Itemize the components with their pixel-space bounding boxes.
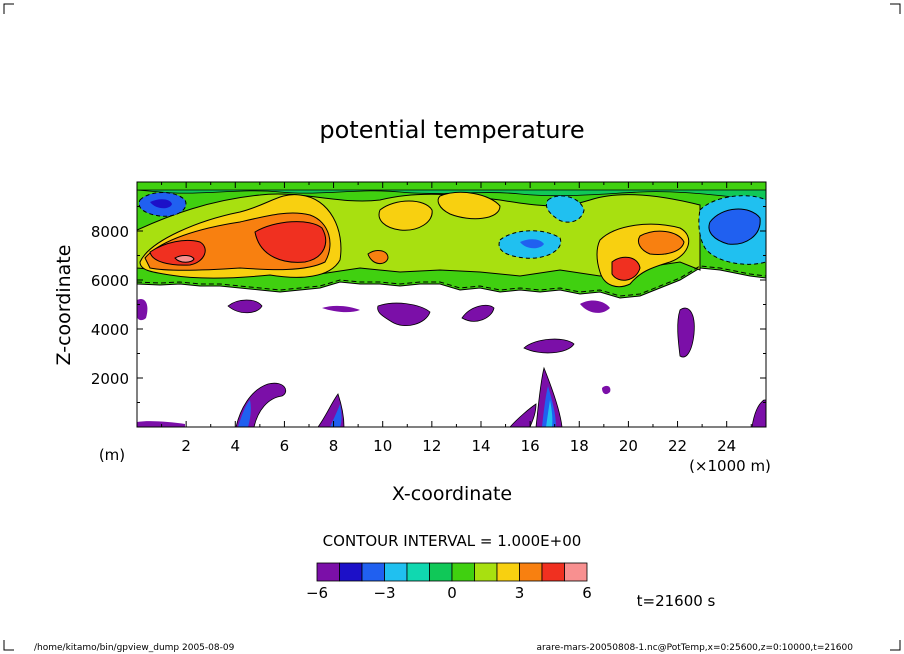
x-axis: 2 4 6 8 10 12 14 16 18 20 22 24 xyxy=(161,182,752,455)
x-tick-label: 4 xyxy=(231,437,241,455)
colorbar-swatch xyxy=(429,562,453,582)
x-unit-label: (×1000 m) xyxy=(689,457,771,475)
colorbar-swatch xyxy=(564,562,588,582)
colorbar-swatch xyxy=(496,562,520,582)
x-tick-label: 10 xyxy=(373,437,392,455)
field-max-left xyxy=(174,255,195,263)
field-surface-cold xyxy=(137,421,185,427)
field-cold-blob xyxy=(602,385,611,395)
time-label: t=21600 s xyxy=(637,592,716,610)
colorbar-tick-label: 0 xyxy=(447,584,457,602)
plot-area xyxy=(137,182,766,427)
field-surface-plume-core xyxy=(330,404,342,427)
field-warm-spot-12 xyxy=(378,200,433,231)
footer-left: /home/kitamo/bin/gpview_dump 2005-08-09 xyxy=(34,643,235,653)
field-hot-spot-20 xyxy=(611,256,641,281)
x-tick-label: 2 xyxy=(181,437,191,455)
field-cold-core-left xyxy=(150,199,172,209)
y-tick-label: 2000 xyxy=(91,370,129,388)
contour-interval-label: CONTOUR INTERVAL = 1.000E+00 xyxy=(323,532,582,550)
field-warm-spot-10 xyxy=(367,250,389,264)
contour-inversion xyxy=(137,265,766,297)
colorbar-swatch xyxy=(541,562,565,582)
field-hot-spot-mid xyxy=(254,221,327,263)
field-surface-plume-core xyxy=(546,400,553,427)
field-warm-spot-13 xyxy=(437,191,501,220)
field-cold-core-right xyxy=(708,208,761,245)
x-tick-label: 6 xyxy=(280,437,290,455)
colorbar-tick-label: −6 xyxy=(306,584,328,602)
field-cold-blob xyxy=(137,298,148,321)
colorbar-swatch xyxy=(519,562,543,582)
colorbar xyxy=(316,562,588,582)
y-axis: 2000 4000 6000 8000 xyxy=(91,206,766,403)
colorbar-swatch xyxy=(316,562,340,582)
x-tick-label: 14 xyxy=(471,437,490,455)
field-warm-core-22 xyxy=(637,230,685,255)
x-tick-label: 18 xyxy=(570,437,589,455)
colorbar-swatch xyxy=(474,562,498,582)
colorbar-swatch xyxy=(406,562,430,582)
x-tick-label: 16 xyxy=(521,437,540,455)
field-cold-blob xyxy=(377,302,431,326)
field-cold-spot-17 xyxy=(545,195,585,223)
x-tick-label: 22 xyxy=(668,437,687,455)
field-cold-core-15 xyxy=(520,239,544,249)
footer-right: arare-mars-20050808-1.nc@PotTemp,x=0:256… xyxy=(536,643,853,653)
y-tick-label: 6000 xyxy=(91,272,129,290)
colorbar-tick-label: −3 xyxy=(373,584,395,602)
colorbar-tick-label: 6 xyxy=(582,584,592,602)
colorbar-tick-label: 3 xyxy=(515,584,525,602)
y-unit-label: (m) xyxy=(99,446,125,464)
colorbar-swatch xyxy=(361,562,385,582)
field-cold-blob xyxy=(677,307,695,358)
y-tick-label: 8000 xyxy=(91,223,129,241)
x-tick-label: 8 xyxy=(329,437,339,455)
y-tick-label: 4000 xyxy=(91,321,129,339)
field-cold-blob xyxy=(461,304,495,322)
x-tick-label: 12 xyxy=(422,437,441,455)
field-surface-plume-core xyxy=(542,386,556,427)
field-cold-blob xyxy=(227,299,263,314)
field-cold-blob xyxy=(580,300,610,313)
x-tick-label: 24 xyxy=(717,437,736,455)
field-surface-plume xyxy=(509,403,537,427)
field-cold-blob xyxy=(322,305,360,313)
colorbar-swatch xyxy=(339,562,363,582)
corner-marks xyxy=(3,3,901,651)
field-cold-blob xyxy=(523,338,575,354)
colorbar-swatch xyxy=(451,562,475,582)
x-axis-label: X-coordinate xyxy=(392,483,512,505)
colorbar-swatch xyxy=(384,562,408,582)
colorbar-ticks: −6 −3 0 3 6 xyxy=(306,584,592,602)
field-surface-plume-core xyxy=(238,400,251,427)
y-axis-label: Z-coordinate xyxy=(53,245,75,366)
chart-title: potential temperature xyxy=(319,116,584,144)
x-tick-label: 20 xyxy=(619,437,638,455)
